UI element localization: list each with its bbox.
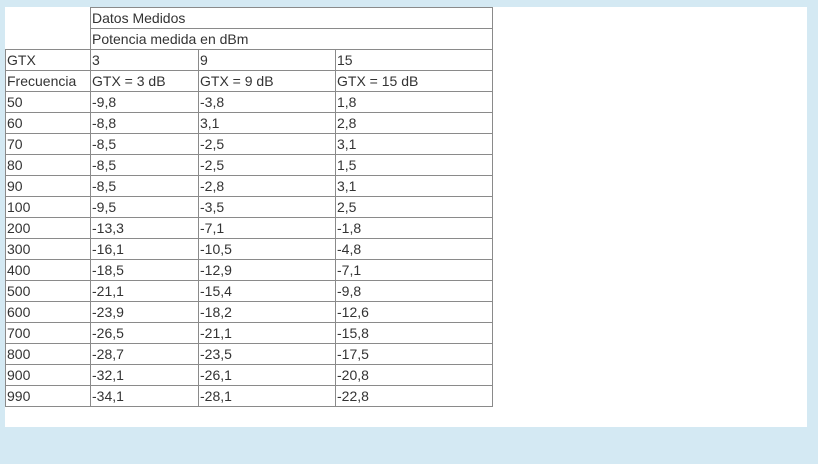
gtx-3-value-cell: -8,5: [90, 175, 199, 197]
table-row: 100 -9,5 -3,5 2,5: [5, 196, 493, 218]
frequency-cell: 200: [5, 217, 91, 239]
column-header-gtx-3: GTX = 3 dB: [90, 70, 199, 92]
table-row: 70 -8,5 -2,5 3,1: [5, 133, 493, 155]
gtx-3-value-cell: -18,5: [90, 259, 199, 281]
gtx-15-value-cell: 1,5: [335, 154, 493, 176]
table-group-title: Datos Medidos: [90, 7, 493, 29]
gtx-3-value-cell: -28,7: [90, 343, 199, 365]
gtx-9-value-cell: -2,5: [198, 154, 336, 176]
gtx-3-value-cell: -21,1: [90, 280, 199, 302]
table-row: 400 -18,5 -12,9 -7,1: [5, 259, 493, 281]
frequency-cell: 90: [5, 175, 91, 197]
gtx-3-value-cell: -9,8: [90, 91, 199, 113]
gtx-9-value-cell: -3,5: [198, 196, 336, 218]
table-row: 80 -8,5 -2,5 1,5: [5, 154, 493, 176]
gtx-9-value-cell: -15,4: [198, 280, 336, 302]
gtx-15-value-cell: -4,8: [335, 238, 493, 260]
gtx-15-value-cell: 2,5: [335, 196, 493, 218]
gtx-3-value-cell: -32,1: [90, 364, 199, 386]
frequency-cell: 800: [5, 343, 91, 365]
gtx-9-value-cell: -2,5: [198, 133, 336, 155]
gtx-9-value-cell: -7,1: [198, 217, 336, 239]
gtx-9-value-cell: -3,8: [198, 91, 336, 113]
gtx-9-value-cell: -2,8: [198, 175, 336, 197]
table-row: 990 -34,1 -28,1 -22,8: [5, 385, 493, 407]
frequency-cell: 600: [5, 301, 91, 323]
table-row: 900 -32,1 -26,1 -20,8: [5, 364, 493, 386]
gtx-3-value-cell: -8,5: [90, 133, 199, 155]
gtx-9-value-cell: -21,1: [198, 322, 336, 344]
frequency-cell: 70: [5, 133, 91, 155]
table-body: Datos Medidos Potencia medida en dBm GTX…: [5, 7, 493, 407]
frequency-cell: 300: [5, 238, 91, 260]
frequency-cell: 100: [5, 196, 91, 218]
gtx-15-value-cell: -17,5: [335, 343, 493, 365]
gtx-15-value-cell: -15,8: [335, 322, 493, 344]
gtx-value-cell: 3: [90, 49, 199, 71]
gtx-15-value-cell: 1,8: [335, 91, 493, 113]
table-subtitle: Potencia medida en dBm: [90, 28, 493, 50]
table-row: 600 -23,9 -18,2 -12,6: [5, 301, 493, 323]
gtx-15-value-cell: -7,1: [335, 259, 493, 281]
gtx-9-value-cell: -23,5: [198, 343, 336, 365]
frequency-cell: 60: [5, 112, 91, 134]
table-row: 700 -26,5 -21,1 -15,8: [5, 322, 493, 344]
gtx-3-value-cell: -34,1: [90, 385, 199, 407]
header-row-title: Datos Medidos: [6, 7, 493, 29]
gtx-3-value-cell: -8,8: [90, 112, 199, 134]
table-row: 300 -16,1 -10,5 -4,8: [5, 238, 493, 260]
table-row: 50 -9,8 -3,8 1,8: [5, 91, 493, 113]
gtx-15-value-cell: -9,8: [335, 280, 493, 302]
gtx-15-value-cell: 2,8: [335, 112, 493, 134]
table-row: 60 -8,8 3,1 2,8: [5, 112, 493, 134]
gtx-15-value-cell: -1,8: [335, 217, 493, 239]
frequency-cell: 900: [5, 364, 91, 386]
column-header-gtx-15: GTX = 15 dB: [335, 70, 493, 92]
gtx-3-value-cell: -26,5: [90, 322, 199, 344]
gtx-label-cell: GTX: [5, 49, 91, 71]
empty-corner-cell: [6, 8, 91, 29]
gtx-15-value-cell: -12,6: [335, 301, 493, 323]
column-header-gtx-9: GTX = 9 dB: [198, 70, 336, 92]
gtx-15-value-cell: -20,8: [335, 364, 493, 386]
gtx-9-value-cell: -28,1: [198, 385, 336, 407]
gtx-9-value-cell: -10,5: [198, 238, 336, 260]
frequency-cell: 700: [5, 322, 91, 344]
gtx-3-value-cell: -23,9: [90, 301, 199, 323]
measurement-table: Datos Medidos Potencia medida en dBm GTX…: [5, 7, 493, 407]
gtx-15-value-cell: 3,1: [335, 175, 493, 197]
frequency-cell: 400: [5, 259, 91, 281]
gtx-row: GTX 3 9 15: [5, 49, 493, 71]
frequency-cell: 80: [5, 154, 91, 176]
frequency-cell: 990: [5, 385, 91, 407]
gtx-15-value-cell: 3,1: [335, 133, 493, 155]
table-row: 800 -28,7 -23,5 -17,5: [5, 343, 493, 365]
gtx-9-value-cell: -12,9: [198, 259, 336, 281]
gtx-3-value-cell: -9,5: [90, 196, 199, 218]
empty-corner-cell: [6, 29, 91, 50]
table-row: 90 -8,5 -2,8 3,1: [5, 175, 493, 197]
table-row: 200 -13,3 -7,1 -1,8: [5, 217, 493, 239]
column-header-row: Frecuencia GTX = 3 dB GTX = 9 dB GTX = 1…: [5, 70, 493, 92]
gtx-value-cell: 9: [198, 49, 336, 71]
content-panel: Datos Medidos Potencia medida en dBm GTX…: [5, 7, 807, 427]
gtx-3-value-cell: -8,5: [90, 154, 199, 176]
gtx-3-value-cell: -16,1: [90, 238, 199, 260]
gtx-15-value-cell: -22,8: [335, 385, 493, 407]
table-row: 500 -21,1 -15,4 -9,8: [5, 280, 493, 302]
header-row-subtitle: Potencia medida en dBm: [6, 28, 493, 50]
gtx-9-value-cell: 3,1: [198, 112, 336, 134]
gtx-3-value-cell: -13,3: [90, 217, 199, 239]
gtx-9-value-cell: -26,1: [198, 364, 336, 386]
gtx-9-value-cell: -18,2: [198, 301, 336, 323]
gtx-value-cell: 15: [335, 49, 493, 71]
frequency-cell: 500: [5, 280, 91, 302]
column-header-frecuencia: Frecuencia: [5, 70, 91, 92]
frequency-cell: 50: [5, 91, 91, 113]
